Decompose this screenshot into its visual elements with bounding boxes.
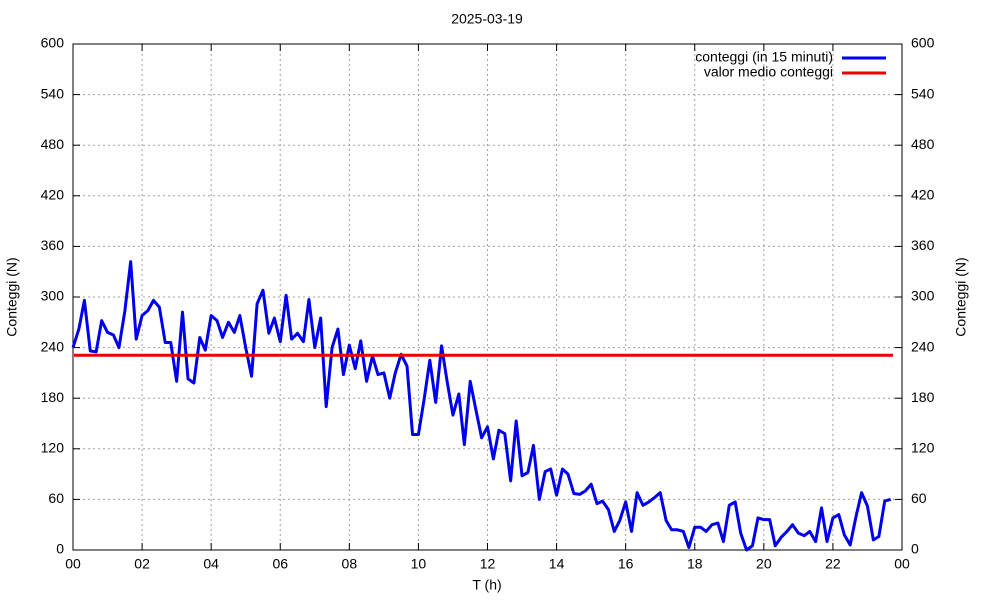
x-tick-label: 02 [134,556,150,572]
y2-tick-label: 180 [911,389,935,405]
y-tick-label: 480 [41,136,65,152]
y-axis-label: Conteggi (N) [4,257,20,336]
plot-frame [72,43,903,551]
y2-tick-label: 300 [911,288,935,304]
legend-label: conteggi (in 15 minuti) [695,49,833,65]
y2-tick-label: 600 [911,35,935,51]
y-tick-label: 300 [41,288,65,304]
x-tick-label: 22 [825,556,841,572]
x-axis-label: T (h) [472,577,501,593]
y2-tick-label: 120 [911,440,935,456]
legend-label: valor medio conteggi [704,64,833,80]
y2-tick-label: 540 [911,85,935,101]
y-tick-label: 0 [56,541,64,557]
y2-tick-label: 0 [911,541,919,557]
x-tick-label: 20 [756,556,772,572]
x-tick-label: 16 [618,556,634,572]
data-line [71,260,892,552]
x-tick-label: 10 [411,556,427,572]
y-tick-label: 360 [41,237,65,253]
y-tick-label: 120 [41,440,65,456]
y2-tick-label: 360 [911,237,935,253]
y-tick-label: 420 [41,187,65,203]
x-tick-label: 00 [894,556,910,572]
x-tick-label: 08 [342,556,358,572]
y2-tick-label: 240 [911,338,935,354]
x-tick-label: 04 [203,556,219,572]
x-tick-label: 14 [549,556,565,572]
y2-tick-label: 60 [911,490,927,506]
y-tick-label: 540 [41,85,65,101]
y2-tick-label: 420 [911,187,935,203]
y-tick-label: 240 [41,338,65,354]
x-tick-label: 06 [272,556,288,572]
y-tick-label: 60 [48,490,64,506]
y-tick-label: 180 [41,389,65,405]
y-tick-label: 600 [41,35,65,51]
x-tick-label: 18 [687,556,703,572]
chart-title: 2025-03-19 [451,11,523,27]
y2-tick-label: 480 [911,136,935,152]
x-tick-label: 00 [65,556,81,572]
x-tick-label: 12 [480,556,496,572]
y2-axis-label: Conteggi (N) [953,257,969,336]
